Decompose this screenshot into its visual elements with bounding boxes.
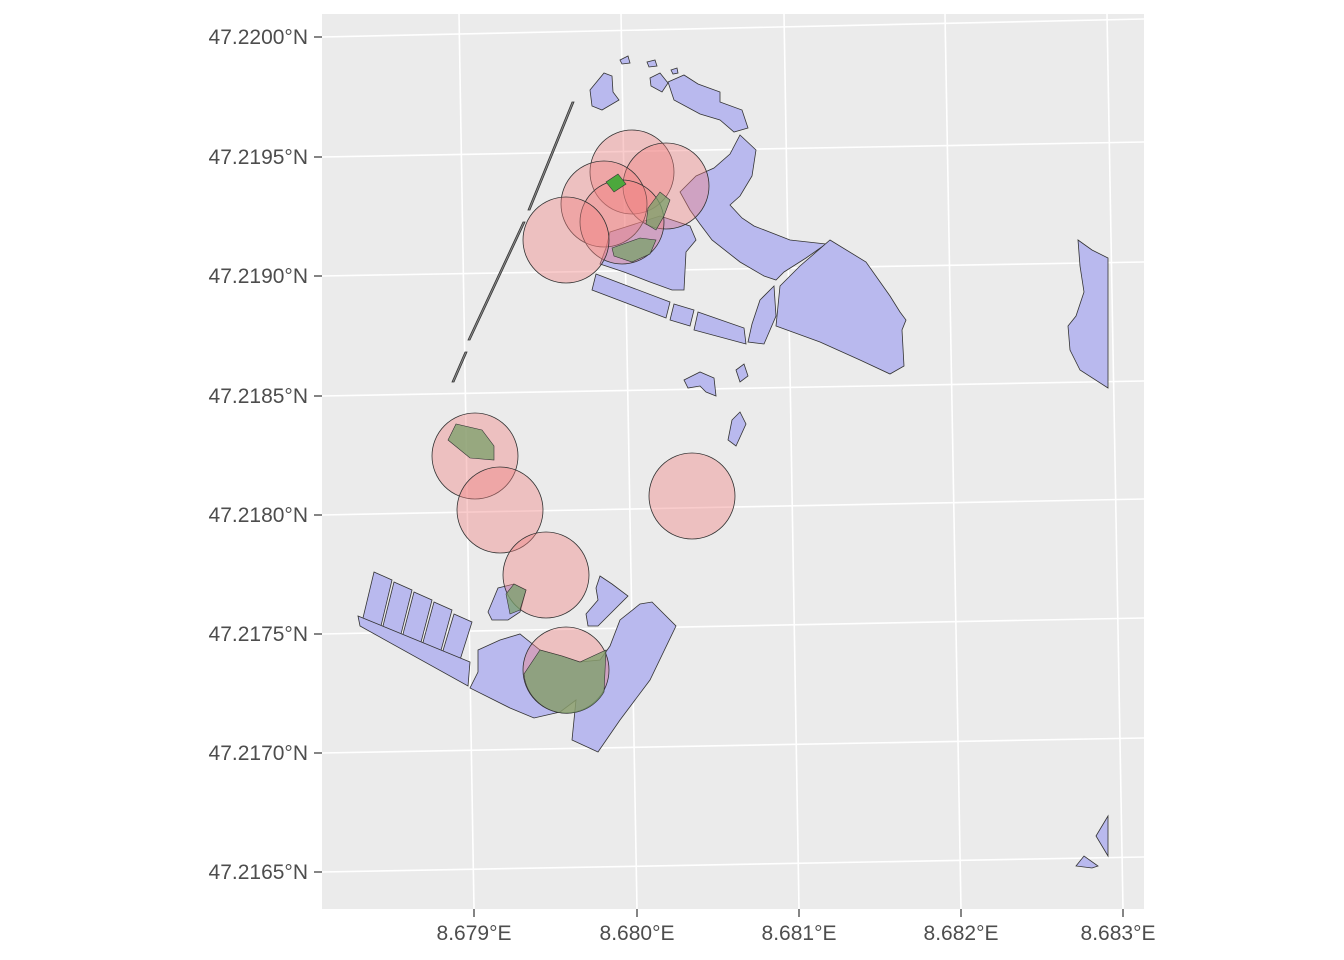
- building: [1067, 239, 1109, 389]
- y-tick-label: 47.2170°N: [209, 742, 308, 765]
- intersection-patch: [611, 237, 657, 263]
- building: [649, 72, 669, 93]
- building: [693, 311, 747, 345]
- intersection-patch: [605, 173, 627, 193]
- building: [589, 72, 620, 111]
- path-features: [451, 101, 575, 383]
- building: [683, 371, 717, 397]
- graticule-lat-47.2165: [321, 856, 1145, 873]
- graticule-lon-8.681: [783, 13, 800, 910]
- graticule-lon-8.680: [620, 13, 638, 910]
- building: [619, 55, 631, 65]
- graticule-lat-47.2180: [321, 498, 1145, 516]
- building: [775, 239, 907, 375]
- y-tick-label: 47.2180°N: [209, 504, 308, 527]
- intersection-patch: [645, 191, 671, 231]
- graticule-lat-47.2185: [321, 380, 1145, 397]
- buildings-layer: [357, 55, 1109, 869]
- building: [591, 273, 671, 319]
- path-segment: [527, 101, 575, 211]
- y-tick-label: 47.2190°N: [209, 265, 308, 288]
- y-tick-label: 47.2165°N: [209, 861, 308, 884]
- building: [669, 303, 695, 327]
- building: [585, 575, 629, 627]
- buffer-circle: [560, 160, 648, 248]
- y-tick-label: 47.2200°N: [209, 26, 308, 49]
- graticule-lat-47.2170: [321, 737, 1145, 754]
- x-tick-label: 8.680°E: [600, 922, 675, 945]
- graticule-lon-8.683: [1106, 13, 1124, 910]
- graticule-lat-47.2190: [321, 261, 1145, 277]
- building: [727, 411, 747, 447]
- path-segment: [467, 221, 526, 341]
- building: [735, 363, 749, 383]
- graticule-lon-8.679: [458, 13, 475, 910]
- y-tick-label: 47.2185°N: [209, 385, 308, 408]
- graticule-lon-8.682: [944, 13, 962, 910]
- y-tick-label: 47.2175°N: [209, 623, 308, 646]
- x-tick-label: 8.681°E: [762, 922, 837, 945]
- intersection-patch: [505, 583, 527, 615]
- intersection-patch: [447, 423, 495, 461]
- building: [646, 59, 658, 68]
- x-axis: 8.679°E 8.680°E 8.681°E 8.682°E 8.683°E: [437, 909, 1156, 945]
- intersections-layer: [447, 173, 671, 714]
- y-tick-label: 47.2195°N: [209, 146, 308, 169]
- buffer-circle: [522, 196, 610, 284]
- building: [1095, 814, 1109, 858]
- intersection-patch: [523, 649, 607, 714]
- y-axis: 47.2200°N 47.2195°N 47.2190°N 47.2185°N …: [209, 26, 322, 884]
- building: [357, 615, 471, 687]
- buffer-circle: [456, 466, 544, 554]
- buffer-circle: [589, 129, 675, 215]
- building: [667, 74, 749, 133]
- building: [670, 67, 679, 75]
- x-tick-label: 8.683°E: [1081, 922, 1156, 945]
- building: [679, 134, 828, 281]
- buffer-circle: [502, 531, 590, 619]
- building: [1075, 855, 1099, 869]
- x-tick-label: 8.682°E: [924, 922, 999, 945]
- buffer-circle: [648, 452, 736, 540]
- path-segment: [451, 351, 468, 383]
- x-tick-label: 8.679°E: [437, 922, 512, 945]
- building: [747, 285, 777, 345]
